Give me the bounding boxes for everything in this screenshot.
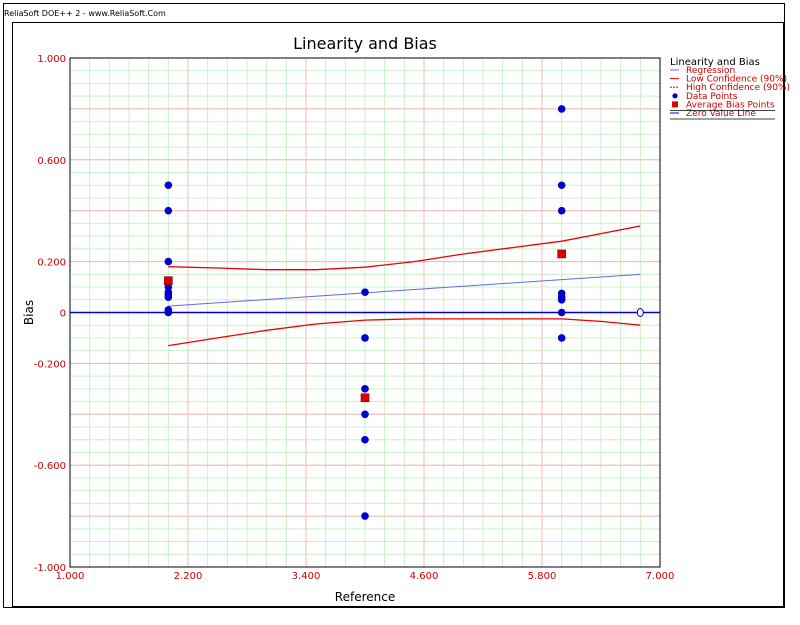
y-tick-label: 0 [60,309,66,320]
x-tick-label: 3.400 [292,571,321,582]
x-tick-label: 7.000 [646,571,675,582]
legend-label: High Confidence (90%) [686,83,790,93]
x-axis-title: Reference [335,590,395,604]
average-bias-point [557,249,566,259]
data-point [557,295,566,304]
legend-label: Average Bias Points [686,100,775,110]
legend-label: Data Points [686,92,738,102]
average-bias-point [164,276,173,285]
y-tick-label: 1.000 [37,54,66,65]
data-point [164,293,173,302]
data-point [361,288,369,296]
data-point [361,385,369,393]
y-tick-label: -1.000 [34,563,66,574]
legend-symbol [672,101,678,108]
y-tick-label: 0.200 [37,258,66,269]
chart-window [3,3,785,608]
x-tick-label: 4.600 [410,571,439,582]
low-confidence-line [168,318,641,347]
data-point [164,206,173,215]
data-point [557,181,566,190]
y-tick-label: -0.200 [34,359,66,370]
high-confidence-line [168,225,641,271]
legend-label: Low Confidence (90%) [686,75,787,85]
data-point [557,105,566,113]
chart-panel [12,22,784,607]
data-point [557,308,566,317]
data-point [164,181,173,190]
legend-symbol [672,93,678,99]
chart-title: Linearity and Bias [293,34,437,53]
x-tick-label: 5.800 [528,571,557,582]
data-point [361,435,369,444]
data-point [164,308,173,317]
y-tick-label: -0.600 [34,461,66,472]
regression-line [168,273,641,307]
legend-label: Regression [686,66,735,76]
legend-title: Linearity and Bias [670,57,760,68]
series-layer [70,105,660,520]
y-axis-title: Bias [22,300,36,325]
tick-labels: 1.000 2.200 3.400 4.600 5.800 7.000 1.000 0.600… [34,54,675,582]
data-point [164,257,173,266]
data-point [557,206,566,215]
data-point [361,410,369,419]
x-tick-label: 1.000 [56,571,85,582]
zero-line-marker [636,308,644,317]
x-tick-label: 2.200 [174,571,203,582]
legend-label: Zero Value Line [686,109,756,119]
data-point [557,334,566,342]
average-bias-point [360,393,370,403]
data-point [361,512,369,520]
app-caption: ReliaSoft DOE++ 2 - www.ReliaSoft.Com [4,9,166,18]
y-tick-label: 0.600 [37,156,66,167]
data-point [361,334,369,342]
